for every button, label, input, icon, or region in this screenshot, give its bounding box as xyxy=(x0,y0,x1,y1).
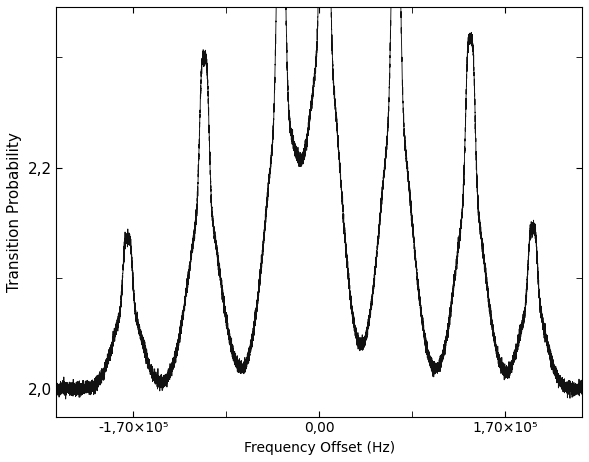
Y-axis label: Transition Probability: Transition Probability xyxy=(7,132,22,292)
X-axis label: Frequency Offset (Hz): Frequency Offset (Hz) xyxy=(244,441,395,455)
